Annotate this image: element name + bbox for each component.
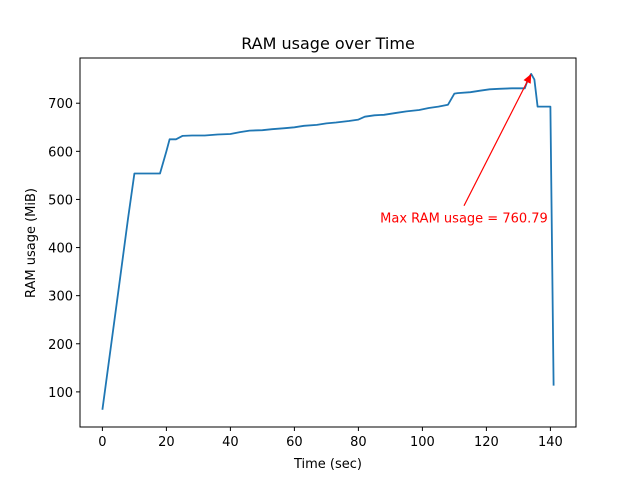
x-axis-ticks: 0 20 40 60 80 100 120 140 [98,427,563,450]
ram-usage-series-line [101,73,555,410]
x-tick-label: 140 [538,435,563,450]
chart-title: RAM usage over Time [241,34,415,53]
annotation-arrow-line [463,81,528,206]
annotation-arrow-head [523,73,532,84]
y-axis-label: RAM usage (MiB) [24,188,39,298]
y-tick-label: 500 [48,193,73,208]
y-tick-label: 700 [48,97,73,112]
y-tick-label: 400 [48,242,73,257]
axes-frame [79,57,577,428]
x-tick-label: 120 [474,435,499,450]
x-axis-label: Time (sec) [293,457,362,472]
x-tick-label: 20 [158,435,175,450]
y-tick-label: 300 [48,290,73,305]
y-tick-label: 100 [48,386,73,401]
y-tick-label: 200 [48,338,73,353]
x-tick-label: 60 [286,435,303,450]
annotation-label: Max RAM usage = 760.79 [380,212,548,227]
x-tick-label: 0 [98,435,106,450]
y-axis-ticks: 100 200 300 400 500 600 700 [48,97,80,401]
max-annotation: Max RAM usage = 760.79 [380,73,548,227]
x-tick-label: 40 [222,435,239,450]
x-tick-label: 100 [410,435,435,450]
x-tick-label: 80 [350,435,367,450]
y-tick-label: 600 [48,145,73,160]
plot-area: 0 20 40 60 80 100 120 140 100 200 300 400 500 600 700… [48,57,577,450]
